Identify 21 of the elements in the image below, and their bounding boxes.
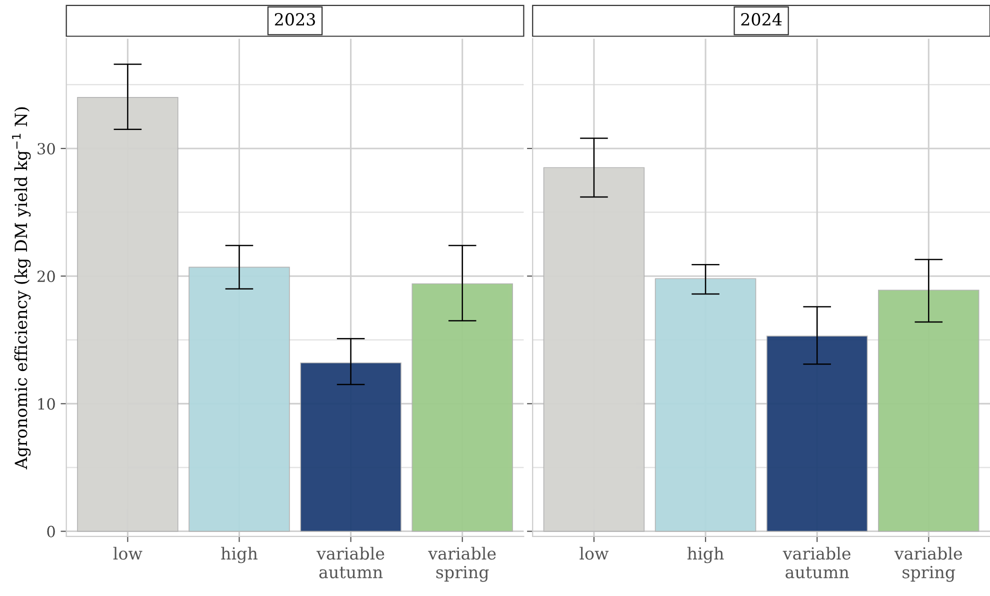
x-tick-label: high <box>687 546 724 564</box>
bar <box>654 278 756 532</box>
y-tick-label: 10 <box>38 398 55 410</box>
bar <box>878 290 980 532</box>
y-axis-title: Agronomic efficiency (kg DM yield kg$^{−1}$ N) <box>12 107 31 470</box>
x-tick-label: variable autumn <box>782 546 850 578</box>
x-tick-label: variable autumn <box>316 546 384 578</box>
y-tick-label: 30 <box>38 142 55 154</box>
chart-title: 2024 <box>741 13 782 26</box>
y-tick-label: 0 <box>47 526 55 538</box>
bar <box>412 283 513 532</box>
y-tick-label: 20 <box>38 270 55 282</box>
x-tick-label: high <box>221 546 258 564</box>
chart-title: 2023 <box>274 13 315 26</box>
x-tick-label: low <box>113 546 142 560</box>
bar <box>300 362 402 532</box>
x-tick-label: variable spring <box>428 546 496 582</box>
bar <box>766 336 868 532</box>
x-tick-label: variable spring <box>894 546 962 582</box>
bar <box>188 266 290 532</box>
x-tick-label: low <box>580 546 609 560</box>
